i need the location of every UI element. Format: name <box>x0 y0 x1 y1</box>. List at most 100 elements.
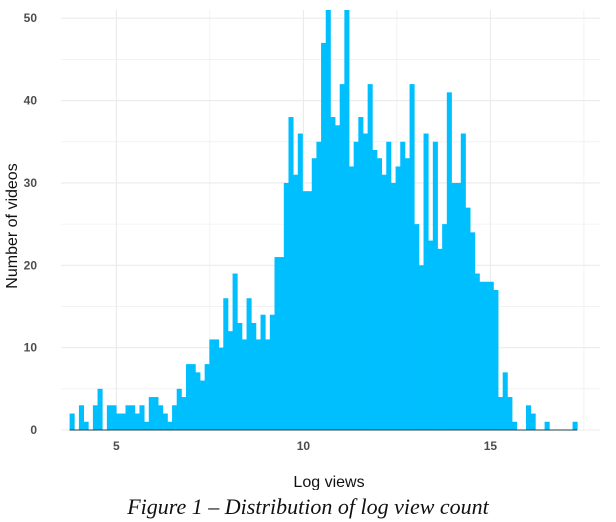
histogram-bar <box>92 405 98 430</box>
histogram-bar <box>404 158 410 431</box>
x-tick-label: 15 <box>484 439 498 453</box>
histogram-bar <box>218 347 224 430</box>
histogram-bar <box>307 191 313 430</box>
histogram-bar <box>148 397 154 430</box>
histogram-bar <box>190 364 196 430</box>
histogram-bar <box>274 257 280 430</box>
histogram-bar <box>176 388 182 430</box>
histogram-bar <box>311 158 317 431</box>
histogram-bar <box>302 191 308 430</box>
histogram-bar <box>134 413 140 430</box>
histogram-bar <box>139 405 145 430</box>
y-axis-title: Number of videos <box>4 163 21 288</box>
histogram-bar <box>213 339 220 430</box>
histogram-chart: 5 10 15 0 10 20 30 40 50 Log views Number of vid… <box>4 10 600 490</box>
histogram-bar <box>572 421 578 430</box>
x-tick-label: 10 <box>297 439 311 453</box>
histogram-bar <box>409 84 415 431</box>
histogram-bar <box>335 125 341 430</box>
histogram-bar <box>353 141 359 430</box>
histogram-bar <box>344 10 350 430</box>
histogram-bar <box>297 133 303 430</box>
histogram-bar <box>241 339 247 430</box>
histogram-bar <box>195 372 201 430</box>
histogram-bar <box>69 413 75 430</box>
histogram-bar <box>83 421 89 430</box>
histogram-bar <box>167 421 173 430</box>
histogram-bar <box>414 224 420 430</box>
y-tick-label: 50 <box>24 11 38 25</box>
histogram-bar <box>288 117 294 430</box>
histogram-bar <box>120 413 126 430</box>
histogram-bars <box>69 10 578 431</box>
histogram-bar <box>186 364 192 430</box>
histogram-bar <box>376 158 383 431</box>
histogram-bar <box>395 166 401 430</box>
histogram-bar <box>172 405 178 430</box>
histogram-bar <box>512 421 518 430</box>
histogram-bar <box>260 314 266 430</box>
x-tick-label: 5 <box>113 439 120 453</box>
histogram-bar <box>339 84 345 431</box>
histogram-bar <box>437 248 443 430</box>
figure-caption: Figure 1 – Distribution of log view coun… <box>127 494 489 519</box>
histogram-bar <box>251 322 257 430</box>
histogram-bar <box>153 397 159 430</box>
histogram-bar <box>544 421 550 430</box>
histogram-bar <box>465 207 471 430</box>
histogram-bar <box>418 265 424 430</box>
histogram-bar <box>460 133 466 430</box>
histogram-bar <box>130 405 136 430</box>
histogram-bar <box>246 298 252 430</box>
histogram-bar <box>446 92 452 430</box>
histogram-bar <box>237 322 243 430</box>
histogram-bar <box>367 84 373 431</box>
histogram-bar <box>265 339 271 430</box>
histogram-bar <box>432 141 438 430</box>
histogram-bar <box>358 117 364 430</box>
y-tick-label: 30 <box>24 176 38 190</box>
histogram-bar <box>390 182 396 430</box>
histogram-bar <box>456 182 462 430</box>
histogram-bar <box>116 413 122 430</box>
y-tick-label: 10 <box>24 341 38 355</box>
histogram-bar <box>316 141 322 430</box>
histogram-bar <box>293 174 299 430</box>
histogram-bar <box>106 405 112 430</box>
histogram-bar <box>484 281 490 430</box>
histogram-bar <box>474 273 480 430</box>
histogram-bar <box>400 141 406 430</box>
histogram-bar <box>204 364 210 430</box>
histogram-bar <box>525 405 532 430</box>
histogram-bar <box>381 174 387 430</box>
histogram-bar <box>423 133 429 430</box>
histogram-bar <box>162 413 168 430</box>
y-tick-label: 0 <box>30 423 37 437</box>
histogram-bar <box>349 166 355 430</box>
histogram-bar <box>428 240 434 430</box>
histogram-bar <box>269 314 275 430</box>
histogram-bar <box>125 405 131 430</box>
histogram-bar <box>321 42 327 430</box>
histogram-bar <box>493 290 499 430</box>
histogram-bar <box>283 182 289 430</box>
histogram-bar <box>200 380 206 430</box>
histogram-bar <box>255 339 261 430</box>
histogram-bar <box>470 232 476 430</box>
y-tick-label: 40 <box>24 94 38 108</box>
histogram-bar <box>111 405 117 430</box>
tick-labels: 5 10 15 0 10 20 30 40 50 <box>24 11 498 453</box>
y-tick-label: 20 <box>24 258 38 272</box>
histogram-bar <box>330 117 336 430</box>
histogram-bar <box>227 331 233 430</box>
histogram-bar <box>530 413 536 430</box>
histogram-bar <box>372 150 378 430</box>
histogram-bar <box>386 141 392 430</box>
histogram-bar <box>78 405 84 430</box>
histogram-bar <box>498 397 504 430</box>
histogram-bar <box>144 421 150 430</box>
histogram-bar <box>223 298 229 430</box>
histogram-bar <box>451 182 457 430</box>
histogram-bar <box>442 224 448 430</box>
histogram-bar <box>97 388 103 430</box>
